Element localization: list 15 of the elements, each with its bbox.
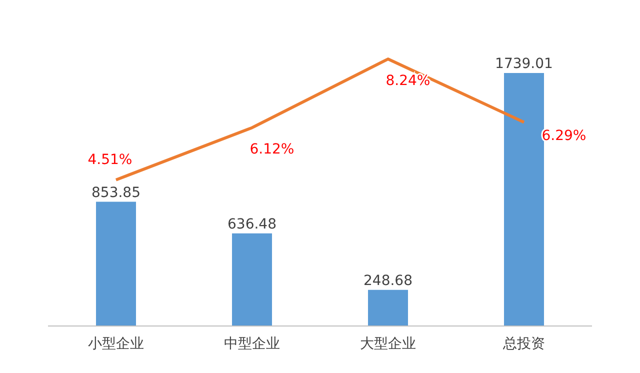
data-label: 6.12% — [250, 142, 294, 158]
x-tick-label: 大型企业 — [360, 336, 416, 352]
bar — [368, 290, 408, 326]
data-label: 248.68 — [364, 272, 412, 289]
data-label: 636.48 — [228, 216, 276, 232]
bar — [232, 233, 272, 326]
data-label: 4.51% — [88, 152, 132, 168]
bar — [504, 72, 544, 326]
x-tick-label: 中型企业 — [224, 336, 280, 352]
data-label: 8.24% — [386, 73, 430, 90]
data-label: 853.85 — [92, 184, 140, 201]
bar — [96, 202, 136, 326]
x-tick-label: 小型企业 — [88, 336, 144, 352]
data-label: 1739.01 — [495, 56, 553, 72]
x-tick-label: 总投资 — [502, 336, 545, 352]
